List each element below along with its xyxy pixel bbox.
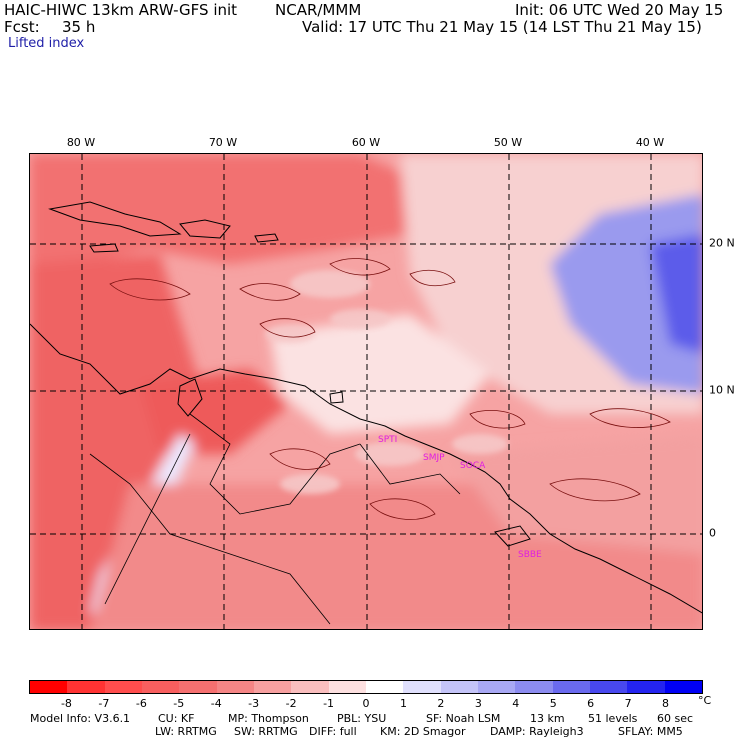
lat-label-20n: 20 N — [709, 236, 735, 250]
colorbar-swatch — [67, 681, 105, 693]
colorbar-tick-label: 7 — [624, 697, 632, 710]
andes-outline — [104, 433, 191, 605]
colorbar-tick-label: 4 — [512, 697, 520, 710]
init-time: Init: 06 UTC Wed 20 May 15 — [515, 1, 724, 19]
colorbar-swatch — [589, 681, 628, 693]
colorbar-tick-label: 8 — [662, 697, 670, 710]
forecast-hours: 35 h — [62, 18, 96, 36]
footer-longwave: LW: RRTMG — [155, 725, 217, 738]
colorbar-tick-label: 2 — [437, 697, 445, 710]
colorbar-swatch — [664, 681, 702, 693]
colorbar-swatch — [552, 681, 590, 693]
coastlines — [30, 201, 702, 625]
lon-label-80w: 80 W — [66, 136, 96, 149]
colorbar-swatch — [477, 681, 516, 693]
footer-timestep: 60 sec — [657, 712, 694, 725]
station-sbbe: SBBE — [518, 550, 542, 560]
footer-resolution: 13 km — [530, 712, 565, 725]
footer-sflay: SFLAY: MM5 — [618, 725, 683, 738]
colorbar-tick-label: -8 — [60, 697, 72, 710]
footer-microphysics: MP: Thompson — [228, 712, 309, 725]
colorbar-swatch — [291, 681, 329, 693]
organization: NCAR/MMM — [275, 1, 362, 19]
colorbar-swatch — [216, 681, 254, 693]
colorbar-tick-label: 5 — [549, 697, 557, 710]
lat-label-equator: 0 — [709, 526, 716, 540]
footer-shortwave: SW: RRTMG — [234, 725, 298, 738]
footer-diffusion: DIFF: full — [309, 725, 357, 738]
colorbar-tick-label: 6 — [587, 697, 595, 710]
colorbar-tick-label: -6 — [135, 697, 147, 710]
lat-label-10n: 10 N — [709, 383, 735, 397]
latlon-grid — [30, 154, 702, 629]
lon-label-50w: 50 W — [493, 136, 523, 149]
colorbar-swatch — [104, 681, 142, 693]
colorbar-swatch — [30, 681, 68, 693]
station-sp-ti: SPTI — [378, 435, 397, 445]
model-title: HAIC-HIWC 13km ARW-GFS init — [4, 1, 238, 19]
footer-cumulus: CU: KF — [158, 712, 195, 725]
footer-levels: 51 levels — [588, 712, 638, 725]
forecast-label: Fcst: — [4, 18, 40, 36]
station-smjp: SMJP — [423, 453, 445, 463]
footer-model-info: Model Info: V3.6.1 — [30, 712, 131, 725]
colorbar-tick-label: 1 — [399, 697, 407, 710]
colorbar-tick-label: -4 — [210, 697, 222, 710]
lon-label-70w: 70 W — [208, 136, 238, 149]
colorbar-tick-label: 3 — [474, 697, 482, 710]
colorbar-swatch — [515, 681, 553, 693]
valid-time: Valid: 17 UTC Thu 21 May 15 (14 LST Thu … — [302, 18, 702, 36]
colorbar-swatch — [253, 681, 292, 693]
colorbar-swatch — [403, 681, 441, 693]
colorbar-tick-label: -1 — [323, 697, 335, 710]
colorbar-tick-label: -3 — [248, 697, 260, 710]
lon-label-60w: 60 W — [351, 136, 381, 149]
footer-km: KM: 2D Smagor — [380, 725, 466, 738]
footer-damping: DAMP: Rayleigh3 — [490, 725, 584, 738]
lifted-index-map: SPTI SMJP SOCA SBBE — [29, 153, 703, 630]
station-soca: SOCA — [460, 461, 486, 471]
colorbar — [29, 680, 703, 694]
colorbar-swatch — [328, 681, 366, 693]
colorbar-swatch — [440, 681, 478, 693]
colorbar-unit: °C — [698, 694, 712, 707]
colorbar-swatch — [141, 681, 180, 693]
field-name: Lifted index — [8, 36, 85, 51]
colorbar-tick-label: -7 — [98, 697, 110, 710]
colorbar-swatch — [627, 681, 665, 693]
colorbar-tick-label: 0 — [362, 697, 370, 710]
map-canvas: SPTI SMJP SOCA SBBE — [30, 154, 702, 629]
colorbar-swatch — [365, 681, 404, 693]
footer-surface: SF: Noah LSM — [426, 712, 501, 725]
footer-pbl: PBL: YSU — [337, 712, 387, 725]
colorbar-tick-label: -5 — [173, 697, 185, 710]
colorbar-tick-label: -2 — [285, 697, 297, 710]
li-contours — [109, 258, 671, 520]
colorbar-swatch — [179, 681, 217, 693]
lon-label-40w: 40 W — [635, 136, 665, 149]
